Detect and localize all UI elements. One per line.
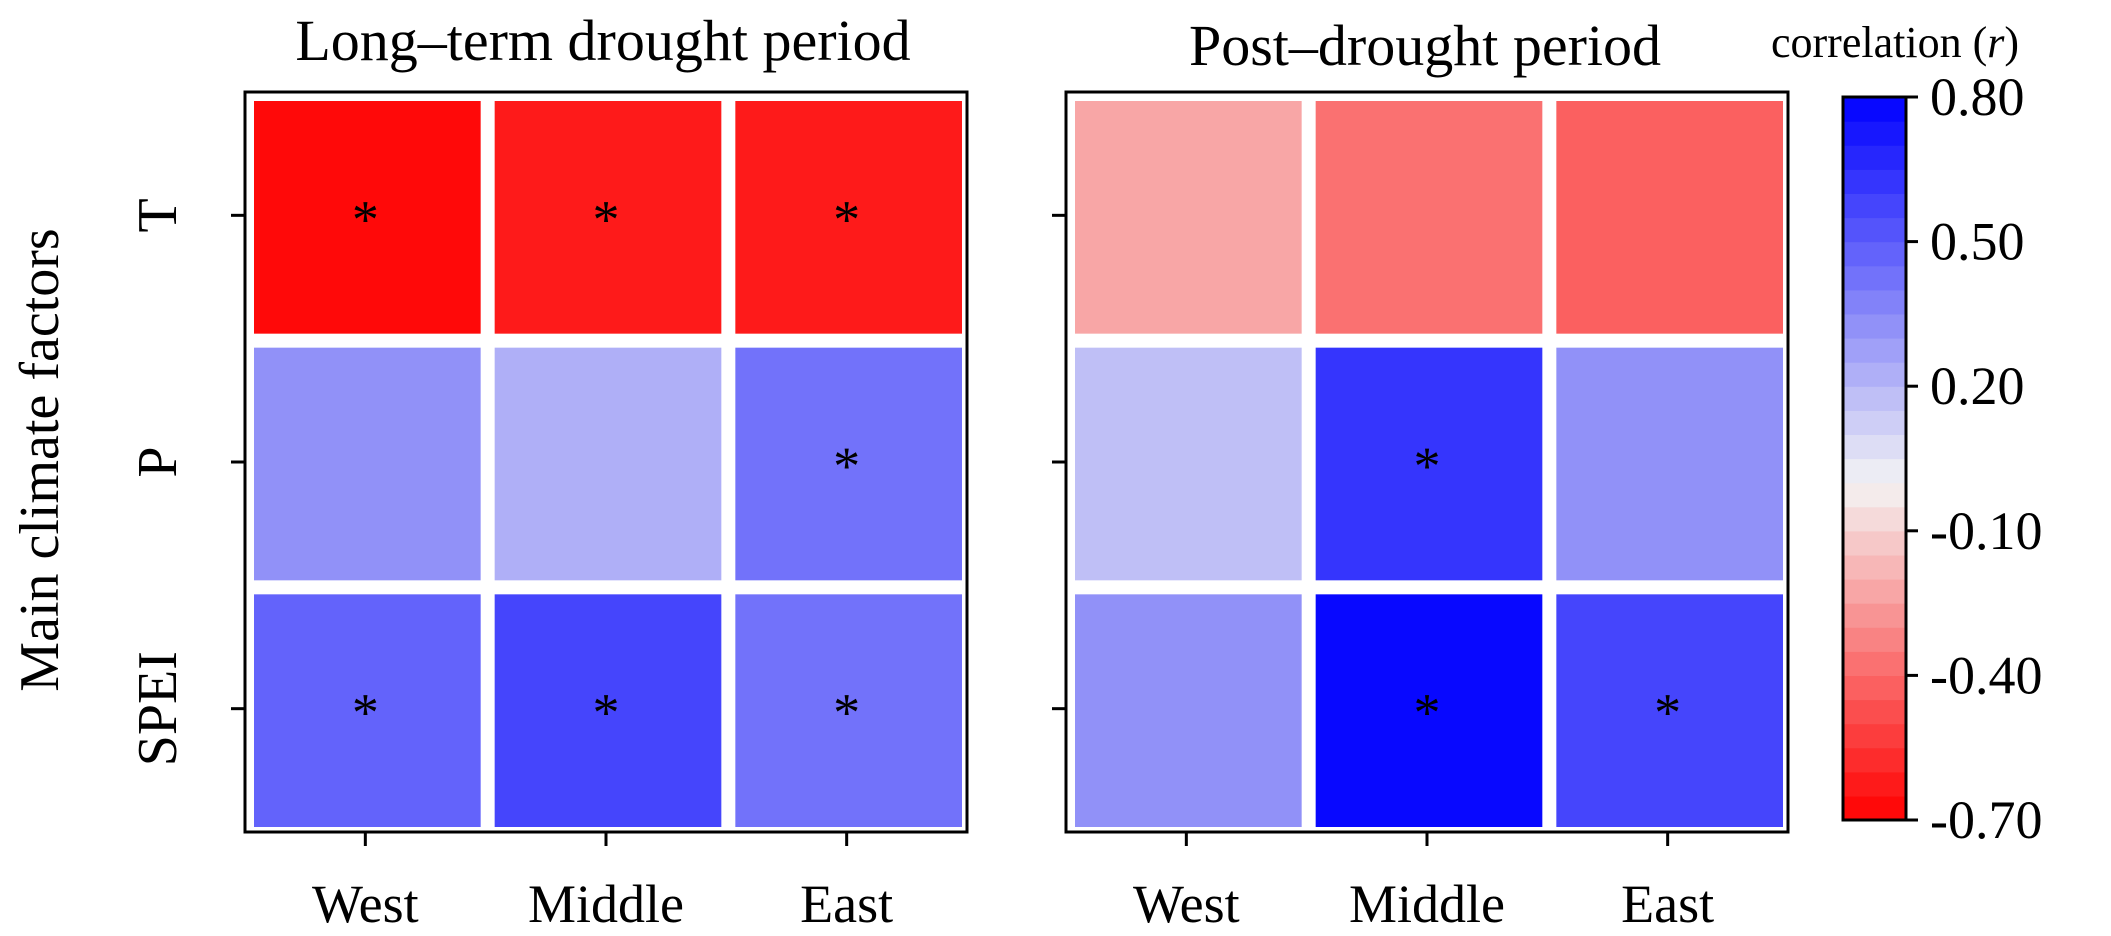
heatmap-cell-p-east (735, 347, 962, 581)
colorbar-band (1843, 579, 1906, 604)
colorbar-band (1843, 241, 1906, 267)
colorbar-band (1843, 506, 1906, 532)
colorbar-band (1843, 145, 1906, 170)
colorbar-tick-label: 0.50 (1930, 212, 2025, 272)
significance-marker: * (833, 436, 860, 496)
colorbar-label: correlation (r) (1771, 18, 2019, 67)
colorbar-band (1843, 795, 1906, 821)
significance-marker: * (1414, 436, 1441, 496)
significance-marker: * (593, 189, 620, 249)
heatmap-cell-p-middle (1315, 347, 1543, 581)
x-tick-label-east: East (1621, 874, 1714, 934)
axis-tick-labels: West Middle East West Middle East T P SPEI (127, 198, 1714, 934)
panel-title-long-term: Long–term drought period (295, 8, 910, 73)
significance-marker: * (352, 683, 379, 743)
colorbar-band (1843, 362, 1906, 387)
heatmap-cells-post: * * * (1075, 101, 1783, 827)
colorbar-tick-label: -0.10 (1930, 501, 2042, 561)
y-axis-label: Main climate factors (9, 228, 71, 691)
heatmap-cells-long-term: * * * * * * * (254, 101, 962, 827)
colorbar-band (1843, 410, 1906, 435)
colorbar-tick-label: 0.80 (1930, 67, 2025, 127)
heatmap-cell-t-west (254, 101, 481, 334)
heatmap-cell-p-west (254, 347, 481, 581)
colorbar: 0.80 0.50 0.20 -0.10 -0.40 -0.70 (1841, 67, 2042, 850)
heatmap-cell-spei-east (1556, 594, 1783, 827)
heatmap-cell-t-east (735, 101, 962, 334)
heatmap-cell-p-east (1556, 347, 1783, 581)
panel-title-post: Post–drought period (1189, 13, 1661, 78)
y-tick-label-spei: SPEI (127, 651, 189, 766)
heatmap-cell-p-middle (494, 347, 722, 581)
significance-marker: * (833, 683, 860, 743)
colorbar-band (1843, 338, 1906, 363)
significance-marker: * (1654, 683, 1681, 743)
heatmap-cell-spei-middle (494, 594, 722, 827)
colorbar-band (1843, 97, 1906, 122)
colorbar-band (1843, 313, 1906, 339)
y-tick-label-t: T (127, 198, 189, 232)
colorbar-band (1843, 193, 1906, 219)
colorbar-band (1843, 747, 1906, 773)
colorbar-band (1843, 699, 1906, 725)
x-tick-label-middle: Middle (528, 874, 684, 934)
x-tick-label-west: West (312, 874, 419, 934)
colorbar-band (1843, 386, 1906, 411)
x-tick-label-west: West (1133, 874, 1240, 934)
colorbar-band (1843, 289, 1906, 315)
colorbar-band (1843, 627, 1906, 652)
heatmap-cell-spei-west (1075, 594, 1302, 827)
colorbar-tick-label: 0.20 (1930, 356, 2025, 416)
colorbar-tick-label: -0.70 (1930, 790, 2042, 850)
colorbar-band (1843, 723, 1906, 749)
axis-ticks (231, 213, 1670, 846)
colorbar-band (1843, 482, 1906, 508)
colorbar-band (1843, 675, 1906, 701)
heatmap-cell-t-west (1075, 101, 1302, 334)
heatmap-cell-t-east (1556, 101, 1783, 334)
heatmap-cell-p-west (1075, 347, 1302, 581)
colorbar-band (1843, 217, 1906, 243)
colorbar-band (1843, 530, 1906, 556)
colorbar-band (1843, 603, 1906, 628)
heatmap-cell-t-middle (1315, 101, 1543, 334)
colorbar-band (1843, 771, 1906, 797)
heatmap-cell-spei-east (735, 594, 962, 827)
colorbar-band (1843, 651, 1906, 676)
heatmap-cell-t-middle (494, 101, 722, 334)
significance-marker: * (593, 683, 620, 743)
heatmap-cell-spei-west (254, 594, 481, 827)
x-tick-label-east: East (800, 874, 893, 934)
significance-marker: * (833, 189, 860, 249)
significance-marker: * (352, 189, 379, 249)
colorbar-band (1843, 169, 1906, 194)
x-tick-label-middle: Middle (1349, 874, 1505, 934)
colorbar-band (1843, 554, 1906, 580)
colorbar-band (1843, 265, 1906, 291)
colorbar-band (1843, 121, 1906, 146)
colorbar-frame (1841, 95, 1908, 822)
significance-marker: * (1414, 683, 1441, 743)
colorbar-band (1843, 434, 1906, 460)
colorbar-band (1843, 458, 1906, 484)
y-tick-label-p: P (127, 446, 189, 477)
colorbar-tick-label: -0.40 (1930, 645, 2042, 705)
heatmap-cell-spei-middle (1315, 594, 1543, 827)
